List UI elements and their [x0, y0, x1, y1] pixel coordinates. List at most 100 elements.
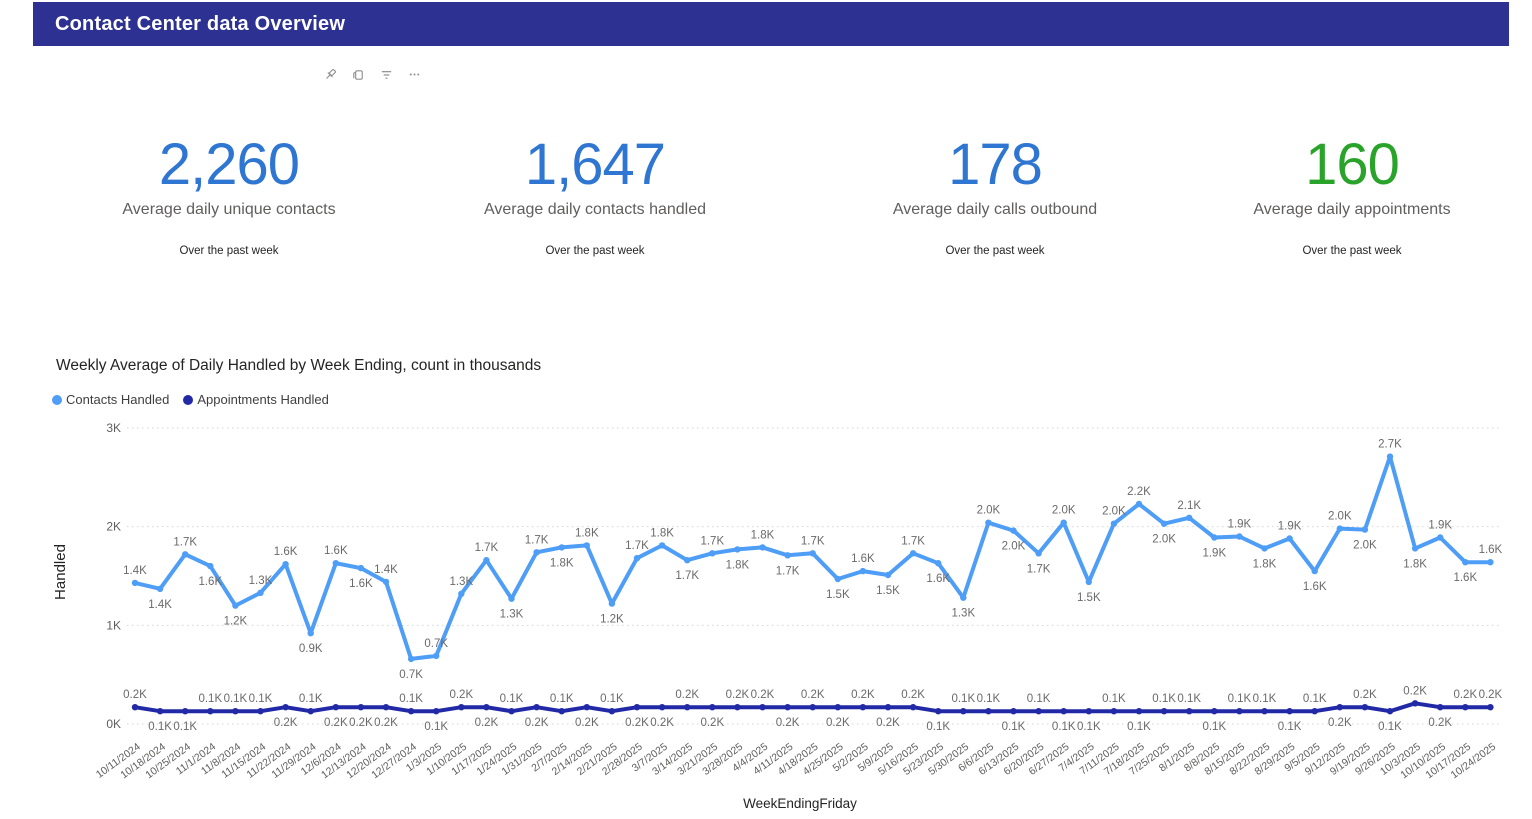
- data-point[interactable]: [684, 557, 690, 563]
- pin-icon[interactable]: [322, 66, 338, 82]
- data-point[interactable]: [885, 704, 891, 710]
- data-point[interactable]: [232, 602, 238, 608]
- data-point[interactable]: [1236, 708, 1242, 714]
- data-point[interactable]: [659, 542, 665, 548]
- data-point[interactable]: [1487, 704, 1493, 710]
- data-point[interactable]: [709, 704, 715, 710]
- data-point[interactable]: [960, 708, 966, 714]
- data-point[interactable]: [1035, 708, 1041, 714]
- data-point[interactable]: [1412, 700, 1418, 706]
- data-point[interactable]: [1437, 704, 1443, 710]
- data-point[interactable]: [282, 561, 288, 567]
- data-point[interactable]: [1111, 708, 1117, 714]
- data-point[interactable]: [1312, 708, 1318, 714]
- data-point[interactable]: [1035, 550, 1041, 556]
- data-point[interactable]: [910, 704, 916, 710]
- data-point[interactable]: [1337, 525, 1343, 531]
- data-point[interactable]: [784, 704, 790, 710]
- data-point[interactable]: [207, 708, 213, 714]
- data-point[interactable]: [458, 704, 464, 710]
- data-point[interactable]: [810, 550, 816, 556]
- data-point[interactable]: [584, 704, 590, 710]
- data-point[interactable]: [885, 572, 891, 578]
- data-point[interactable]: [483, 557, 489, 563]
- data-point[interactable]: [1136, 501, 1142, 507]
- data-point[interactable]: [609, 708, 615, 714]
- data-point[interactable]: [1161, 708, 1167, 714]
- data-point[interactable]: [257, 708, 263, 714]
- data-point[interactable]: [1211, 708, 1217, 714]
- data-point[interactable]: [1462, 559, 1468, 565]
- data-point[interactable]: [508, 596, 514, 602]
- data-point[interactable]: [1136, 708, 1142, 714]
- data-point[interactable]: [860, 704, 866, 710]
- data-point[interactable]: [157, 586, 163, 592]
- data-point[interactable]: [634, 704, 640, 710]
- legend-item-contacts-handled[interactable]: Contacts Handled: [52, 392, 169, 407]
- data-point[interactable]: [1312, 568, 1318, 574]
- data-point[interactable]: [985, 520, 991, 526]
- data-point[interactable]: [1061, 708, 1067, 714]
- handled-line-chart[interactable]: 0K1K2K3K10/11/202410/18/202410/25/202411…: [95, 418, 1505, 818]
- data-point[interactable]: [282, 704, 288, 710]
- data-point[interactable]: [358, 565, 364, 571]
- data-point[interactable]: [1261, 708, 1267, 714]
- data-point[interactable]: [559, 708, 565, 714]
- data-point[interactable]: [634, 555, 640, 561]
- data-point[interactable]: [1362, 704, 1368, 710]
- data-point[interactable]: [1086, 708, 1092, 714]
- data-point[interactable]: [533, 704, 539, 710]
- data-point[interactable]: [1487, 559, 1493, 565]
- data-point[interactable]: [1211, 534, 1217, 540]
- data-point[interactable]: [784, 552, 790, 558]
- data-point[interactable]: [308, 708, 314, 714]
- filter-icon[interactable]: [378, 66, 394, 82]
- data-point[interactable]: [182, 551, 188, 557]
- data-point[interactable]: [408, 708, 414, 714]
- data-point[interactable]: [1387, 453, 1393, 459]
- data-point[interactable]: [759, 704, 765, 710]
- data-point[interactable]: [1362, 526, 1368, 532]
- more-options-icon[interactable]: [406, 66, 422, 82]
- data-point[interactable]: [358, 704, 364, 710]
- data-point[interactable]: [1161, 521, 1167, 527]
- data-point[interactable]: [709, 550, 715, 556]
- data-point[interactable]: [835, 704, 841, 710]
- data-point[interactable]: [734, 546, 740, 552]
- data-point[interactable]: [584, 542, 590, 548]
- data-point[interactable]: [308, 630, 314, 636]
- data-point[interactable]: [985, 708, 991, 714]
- data-point[interactable]: [483, 704, 489, 710]
- data-point[interactable]: [835, 576, 841, 582]
- data-point[interactable]: [1286, 535, 1292, 541]
- data-point[interactable]: [383, 704, 389, 710]
- data-point[interactable]: [1086, 579, 1092, 585]
- data-point[interactable]: [935, 708, 941, 714]
- data-point[interactable]: [182, 708, 188, 714]
- data-point[interactable]: [1387, 708, 1393, 714]
- data-point[interactable]: [508, 708, 514, 714]
- data-point[interactable]: [1412, 545, 1418, 551]
- data-point[interactable]: [1462, 704, 1468, 710]
- data-point[interactable]: [1186, 708, 1192, 714]
- data-point[interactable]: [157, 708, 163, 714]
- data-point[interactable]: [533, 549, 539, 555]
- data-point[interactable]: [433, 708, 439, 714]
- data-point[interactable]: [383, 579, 389, 585]
- data-point[interactable]: [684, 704, 690, 710]
- data-point[interactable]: [1111, 521, 1117, 527]
- copy-icon[interactable]: [350, 66, 366, 82]
- data-point[interactable]: [1186, 515, 1192, 521]
- data-point[interactable]: [759, 544, 765, 550]
- data-point[interactable]: [860, 568, 866, 574]
- data-point[interactable]: [1437, 534, 1443, 540]
- data-point[interactable]: [1010, 527, 1016, 533]
- data-point[interactable]: [257, 590, 263, 596]
- data-point[interactable]: [1337, 704, 1343, 710]
- data-point[interactable]: [659, 704, 665, 710]
- data-point[interactable]: [1061, 520, 1067, 526]
- legend-item-appointments-handled[interactable]: Appointments Handled: [183, 392, 329, 407]
- data-point[interactable]: [559, 544, 565, 550]
- data-point[interactable]: [207, 563, 213, 569]
- data-point[interactable]: [609, 600, 615, 606]
